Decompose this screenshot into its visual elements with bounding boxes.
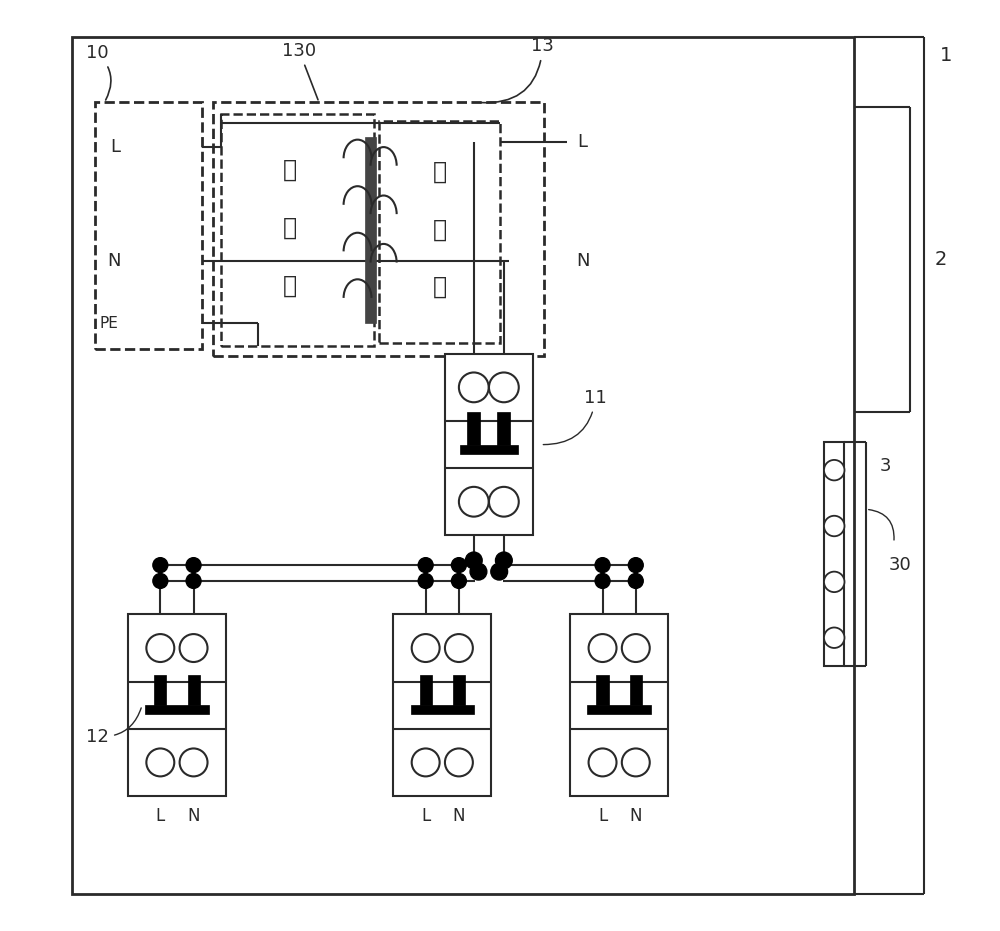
- Bar: [188, 676, 200, 706]
- Circle shape: [146, 749, 174, 776]
- Circle shape: [489, 372, 519, 402]
- Circle shape: [595, 573, 610, 588]
- Text: 侧: 侧: [283, 274, 297, 298]
- Circle shape: [153, 573, 168, 588]
- Bar: [95, 102, 202, 349]
- Text: N: N: [576, 251, 590, 270]
- Text: 130: 130: [282, 42, 318, 100]
- Bar: [379, 121, 500, 343]
- Text: N: N: [107, 251, 120, 270]
- Text: 1: 1: [939, 47, 952, 65]
- Circle shape: [418, 558, 433, 573]
- Bar: [213, 102, 544, 356]
- Circle shape: [622, 749, 650, 776]
- Circle shape: [495, 552, 512, 569]
- Bar: [824, 442, 844, 666]
- Bar: [467, 412, 480, 445]
- Bar: [221, 114, 374, 346]
- Text: 侧: 侧: [432, 276, 447, 299]
- Bar: [460, 445, 518, 454]
- Circle shape: [470, 563, 487, 580]
- Circle shape: [589, 634, 617, 662]
- Text: 级: 级: [432, 218, 447, 242]
- Bar: [570, 614, 668, 796]
- Text: 11: 11: [543, 388, 607, 445]
- Circle shape: [186, 573, 201, 588]
- Circle shape: [465, 552, 482, 569]
- Bar: [420, 676, 432, 706]
- Text: 初: 初: [283, 157, 297, 182]
- Bar: [72, 37, 854, 894]
- Bar: [587, 706, 651, 713]
- Circle shape: [418, 573, 433, 588]
- Text: N: N: [187, 807, 200, 826]
- Bar: [497, 412, 510, 445]
- Circle shape: [445, 749, 473, 776]
- Bar: [445, 354, 533, 535]
- Text: N: N: [453, 807, 465, 826]
- Bar: [411, 706, 474, 713]
- Bar: [145, 706, 209, 713]
- Bar: [365, 137, 376, 323]
- Bar: [596, 676, 609, 706]
- Text: L: L: [156, 807, 165, 826]
- Circle shape: [489, 487, 519, 517]
- Text: 13: 13: [480, 37, 554, 102]
- Bar: [128, 614, 226, 796]
- Circle shape: [628, 558, 643, 573]
- Circle shape: [186, 558, 201, 573]
- Text: L: L: [598, 807, 607, 826]
- Text: L: L: [110, 138, 120, 156]
- Circle shape: [146, 634, 174, 662]
- Circle shape: [459, 487, 489, 517]
- Circle shape: [459, 372, 489, 402]
- Circle shape: [595, 558, 610, 573]
- Circle shape: [824, 627, 844, 648]
- Circle shape: [180, 749, 208, 776]
- Circle shape: [491, 563, 508, 580]
- Text: 2: 2: [935, 250, 947, 269]
- Circle shape: [628, 573, 643, 588]
- Bar: [453, 676, 465, 706]
- Circle shape: [451, 573, 466, 588]
- Circle shape: [589, 749, 617, 776]
- Circle shape: [824, 572, 844, 592]
- Circle shape: [180, 634, 208, 662]
- Text: 级: 级: [283, 216, 297, 239]
- Text: 3: 3: [880, 456, 891, 475]
- Bar: [630, 676, 642, 706]
- Text: 30: 30: [889, 556, 912, 574]
- Circle shape: [153, 558, 168, 573]
- Text: 次: 次: [432, 160, 447, 184]
- Text: L: L: [577, 132, 587, 151]
- Circle shape: [824, 516, 844, 536]
- Text: 10: 10: [86, 44, 111, 100]
- Bar: [393, 614, 491, 796]
- Circle shape: [412, 749, 440, 776]
- Circle shape: [445, 634, 473, 662]
- Bar: [154, 676, 166, 706]
- Circle shape: [451, 558, 466, 573]
- Text: 12: 12: [86, 708, 141, 746]
- Circle shape: [622, 634, 650, 662]
- Text: L: L: [421, 807, 430, 826]
- Text: N: N: [630, 807, 642, 826]
- Circle shape: [412, 634, 440, 662]
- Circle shape: [824, 460, 844, 480]
- Text: PE: PE: [100, 316, 118, 331]
